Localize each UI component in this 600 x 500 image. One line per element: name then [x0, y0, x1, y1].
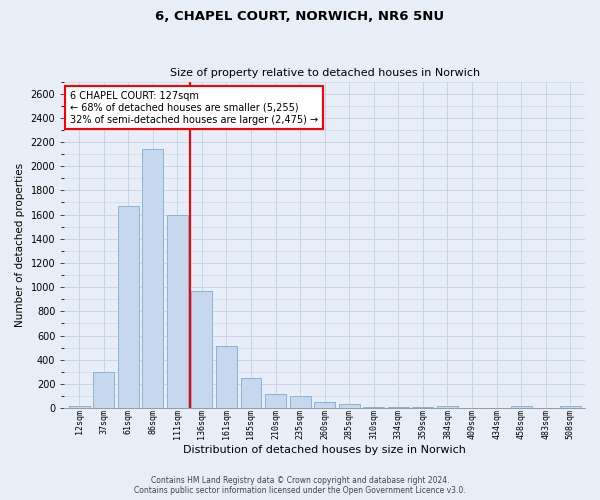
Bar — [93, 372, 114, 408]
Title: Size of property relative to detached houses in Norwich: Size of property relative to detached ho… — [170, 68, 480, 78]
Bar — [314, 402, 335, 408]
Bar — [560, 406, 581, 408]
Bar — [290, 396, 311, 408]
Bar — [437, 406, 458, 408]
Bar — [216, 346, 237, 408]
Text: 6, CHAPEL COURT, NORWICH, NR6 5NU: 6, CHAPEL COURT, NORWICH, NR6 5NU — [155, 10, 445, 23]
Y-axis label: Number of detached properties: Number of detached properties — [15, 162, 25, 327]
Bar — [364, 407, 384, 408]
Bar — [191, 291, 212, 408]
Bar — [68, 406, 89, 408]
X-axis label: Distribution of detached houses by size in Norwich: Distribution of detached houses by size … — [183, 445, 466, 455]
Bar — [339, 404, 359, 408]
Bar — [241, 378, 262, 408]
Bar — [118, 206, 139, 408]
Text: 6 CHAPEL COURT: 127sqm
← 68% of detached houses are smaller (5,255)
32% of semi-: 6 CHAPEL COURT: 127sqm ← 68% of detached… — [70, 92, 317, 124]
Bar — [167, 214, 188, 408]
Bar — [511, 406, 532, 408]
Text: Contains HM Land Registry data © Crown copyright and database right 2024.
Contai: Contains HM Land Registry data © Crown c… — [134, 476, 466, 495]
Bar — [142, 150, 163, 408]
Bar — [265, 394, 286, 408]
